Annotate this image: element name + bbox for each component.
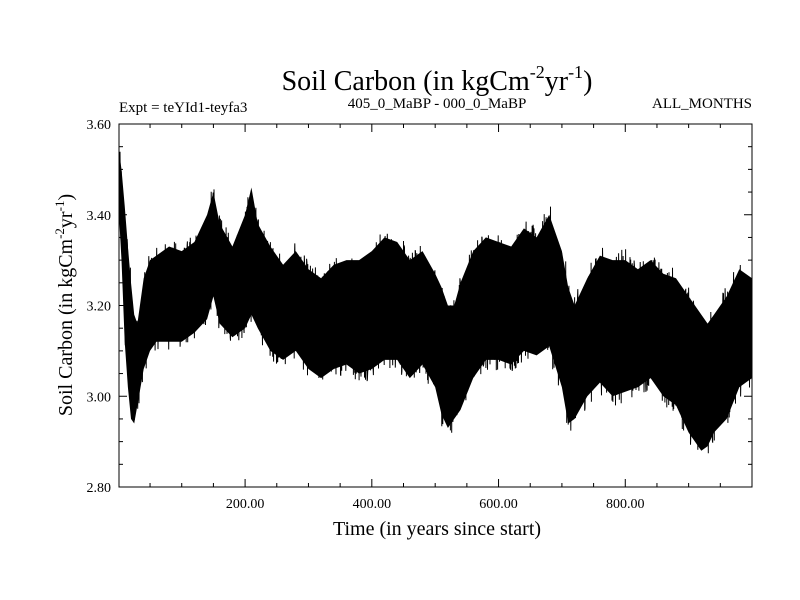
y-tick-label: 3.40 bbox=[87, 209, 112, 224]
plot-area: 200.00 400.00 600.00 800.00 2.80 3.00 3.20 3.40… bbox=[87, 118, 753, 512]
y-tick-label: 2.80 bbox=[87, 481, 112, 496]
subtitle-left: Expt = teYId1-teyfa3 bbox=[119, 100, 247, 116]
x-tick-label: 400.00 bbox=[353, 497, 392, 512]
subtitle-right: ALL_MONTHS bbox=[652, 96, 752, 112]
x-axis-label: Time (in years since start) bbox=[333, 518, 541, 540]
y-tick-label: 3.00 bbox=[87, 390, 112, 405]
x-tick-label: 200.00 bbox=[226, 497, 265, 512]
y-axis-label: Soil Carbon (in kgCm-2yr-1) bbox=[52, 194, 77, 416]
chart-title: Soil Carbon (in kgCm-2yr-1) bbox=[282, 62, 593, 97]
x-tick-label: 800.00 bbox=[606, 497, 645, 512]
y-tick-label: 3.20 bbox=[87, 300, 112, 315]
series-line-0 bbox=[118, 151, 753, 454]
y-tick-label: 3.60 bbox=[87, 118, 112, 133]
x-tick-label: 600.00 bbox=[479, 497, 518, 512]
subtitle-center: 405_0_MaBP - 000_0_MaBP bbox=[348, 96, 527, 112]
